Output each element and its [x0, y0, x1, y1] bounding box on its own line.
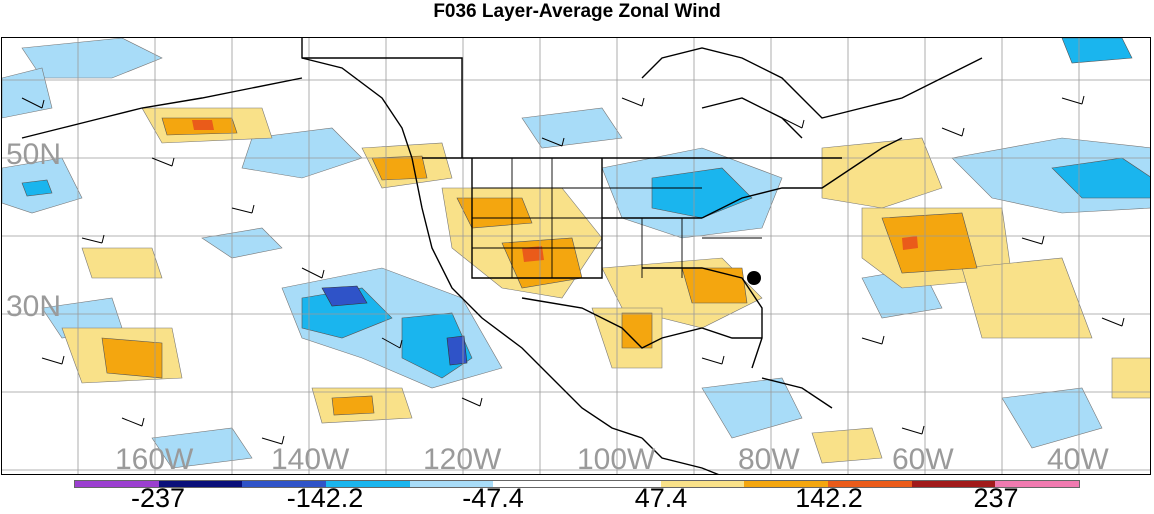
wind-barbs: [21, 95, 1125, 445]
legend-swatch: [577, 481, 661, 487]
legend-swatch: [828, 481, 912, 487]
legend-swatch: [75, 481, 159, 487]
legend-tick: 142.2: [795, 483, 863, 513]
station-marker: [747, 271, 761, 285]
lat-label-50n: 50N: [6, 138, 62, 171]
legend-tick: 47.4: [634, 483, 688, 513]
chart-title: F036 Layer-Average Zonal Wind: [433, 1, 721, 22]
legend-swatch: [158, 481, 243, 487]
wind-anomaly-shading: [2, 38, 1150, 469]
legend-swatch: [493, 481, 578, 487]
color-legend: [74, 480, 1080, 488]
legend-swatch: [911, 481, 996, 487]
legend-swatch: [326, 481, 410, 487]
legend-swatch: [660, 481, 745, 487]
legend-swatch: [744, 481, 829, 487]
legend-tick: 237: [973, 483, 1019, 513]
legend-tick: -47.4: [462, 483, 524, 513]
legend-swatch: [995, 481, 1080, 487]
lon-label-120w: 120W: [423, 443, 502, 475]
lon-label-100w: 100W: [577, 443, 656, 475]
lat-label-30n: 30N: [6, 290, 62, 323]
coastlines: [21, 38, 983, 474]
lon-label-40w: 40W: [1047, 443, 1109, 475]
map-canvas: [2, 38, 1150, 474]
legend-swatch: [242, 481, 327, 487]
lon-label-80w: 80W: [738, 443, 800, 475]
lon-label-140w: 140W: [271, 443, 350, 475]
lon-label-160w: 160W: [115, 443, 194, 475]
legend-tick: -142.2: [286, 483, 364, 513]
legend-tick: -237: [130, 483, 186, 513]
legend-swatch: [409, 481, 494, 487]
state-borders: [472, 158, 762, 278]
lon-label-60w: 60W: [892, 443, 954, 475]
map-panel: 50N 30N 160W 140W 120W 100W 80W 60W 40W: [1, 37, 1151, 475]
graticule: [2, 38, 1150, 474]
